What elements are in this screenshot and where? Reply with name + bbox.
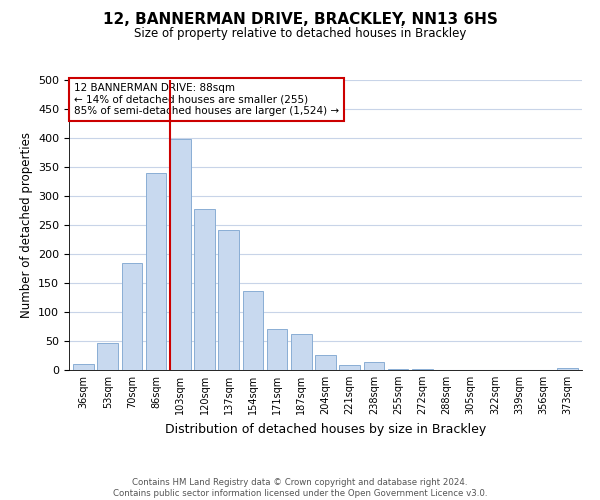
Bar [170,139,191,370]
Bar [267,330,287,370]
Bar [73,364,94,370]
Bar [557,368,578,370]
Bar [122,262,142,370]
Bar [97,342,118,370]
Text: Size of property relative to detached houses in Brackley: Size of property relative to detached ho… [134,28,466,40]
Bar [315,355,336,370]
Bar [194,210,215,370]
Bar [146,173,166,370]
Text: Contains HM Land Registry data © Crown copyright and database right 2024.
Contai: Contains HM Land Registry data © Crown c… [113,478,487,498]
Text: 12, BANNERMAN DRIVE, BRACKLEY, NN13 6HS: 12, BANNERMAN DRIVE, BRACKLEY, NN13 6HS [103,12,497,28]
Bar [340,366,360,370]
Bar [291,334,311,370]
Bar [242,290,263,370]
Bar [218,230,239,370]
Y-axis label: Number of detached properties: Number of detached properties [20,132,32,318]
X-axis label: Distribution of detached houses by size in Brackley: Distribution of detached houses by size … [165,422,486,436]
Text: 12 BANNERMAN DRIVE: 88sqm
← 14% of detached houses are smaller (255)
85% of semi: 12 BANNERMAN DRIVE: 88sqm ← 14% of detac… [74,83,339,116]
Bar [364,362,384,370]
